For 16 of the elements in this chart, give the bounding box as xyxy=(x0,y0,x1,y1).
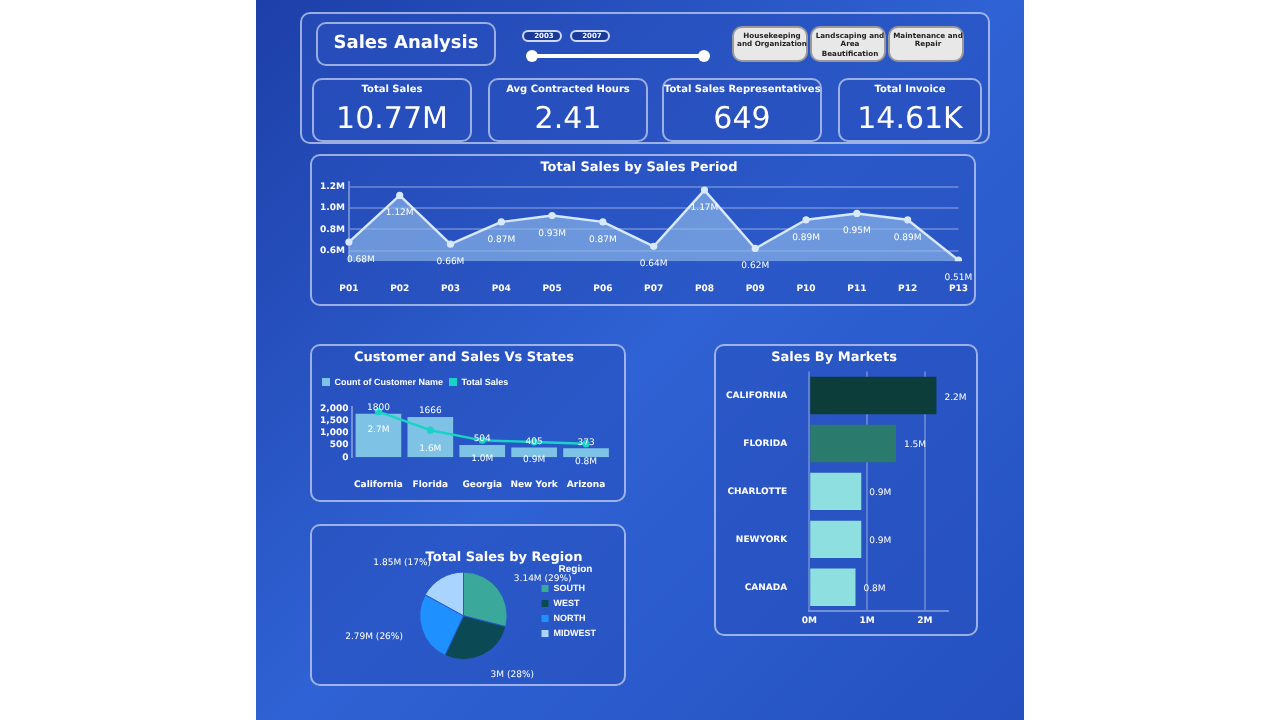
bar xyxy=(810,568,856,606)
text: 2.41 xyxy=(532,100,604,136)
bar xyxy=(459,445,506,458)
text: 14.61K xyxy=(855,100,965,136)
bar xyxy=(810,472,862,511)
bar xyxy=(407,417,454,458)
text: 649 xyxy=(711,100,773,136)
text: Sales Analysis xyxy=(331,34,481,54)
bar xyxy=(810,520,862,559)
point xyxy=(426,426,434,434)
bar xyxy=(355,413,402,458)
bar xyxy=(511,447,557,458)
bar xyxy=(810,376,937,415)
text: 10.77M xyxy=(334,100,450,136)
bar xyxy=(563,448,609,458)
bar xyxy=(810,424,896,463)
